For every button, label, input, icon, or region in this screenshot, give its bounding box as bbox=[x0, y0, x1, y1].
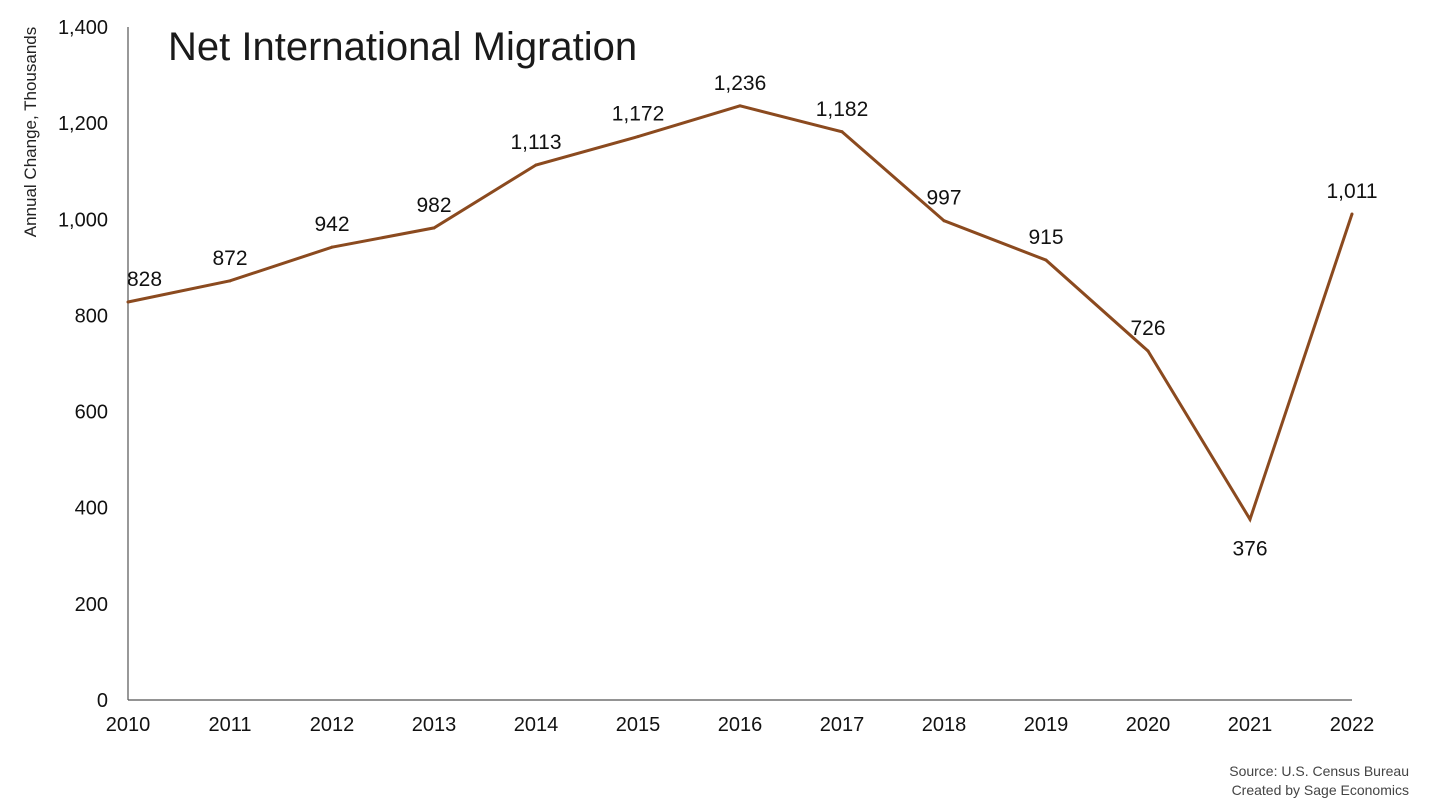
data-label: 1,172 bbox=[612, 103, 665, 126]
data-label: 982 bbox=[416, 194, 451, 217]
data-point bbox=[126, 300, 130, 304]
data-point bbox=[228, 279, 232, 283]
data-label: 1,236 bbox=[714, 72, 767, 95]
y-tick-label: 0 bbox=[97, 690, 108, 712]
y-tick-label: 200 bbox=[75, 594, 108, 616]
y-tick-label: 1,400 bbox=[58, 17, 108, 39]
data-point bbox=[738, 104, 742, 108]
data-label: 872 bbox=[212, 247, 247, 270]
y-tick-label: 400 bbox=[75, 498, 108, 520]
data-point bbox=[1044, 258, 1048, 262]
axes bbox=[127, 27, 1352, 701]
data-point bbox=[942, 219, 946, 223]
x-tick-label: 2011 bbox=[208, 714, 251, 736]
data-point bbox=[330, 245, 334, 249]
credit-note: Created by Sage Economics bbox=[1232, 782, 1409, 798]
data-point bbox=[1146, 349, 1150, 353]
data-label: 1,113 bbox=[511, 131, 562, 154]
x-tick-label: 2012 bbox=[310, 714, 355, 736]
x-tick-label: 2019 bbox=[1024, 714, 1069, 736]
source-note: Source: U.S. Census Bureau bbox=[1229, 763, 1409, 779]
data-label: 828 bbox=[127, 268, 162, 291]
data-label: 1,011 bbox=[1327, 180, 1378, 203]
data-label: 1,182 bbox=[816, 98, 869, 121]
x-tick-label: 2016 bbox=[718, 714, 763, 736]
data-label: 997 bbox=[926, 187, 961, 210]
y-tick-label: 1,200 bbox=[58, 113, 108, 135]
data-label: 942 bbox=[314, 213, 349, 236]
y-tick-label: 600 bbox=[75, 402, 108, 424]
x-tick-label: 2013 bbox=[412, 714, 457, 736]
data-point bbox=[840, 130, 844, 134]
data-point bbox=[1350, 212, 1354, 216]
data-label: 915 bbox=[1028, 226, 1063, 249]
series-line bbox=[127, 104, 1354, 523]
x-tick-label: 2014 bbox=[514, 714, 559, 736]
data-labels: 828 872 942 982 1,113 1,172 1,236 1,182 997 915 72… bbox=[127, 72, 1378, 560]
x-tick-label: 2017 bbox=[820, 714, 865, 736]
chart-title: Net International Migration bbox=[168, 25, 637, 69]
y-tick-label: 800 bbox=[75, 305, 108, 327]
x-tick-label: 2021 bbox=[1228, 714, 1273, 736]
data-label: 726 bbox=[1130, 317, 1165, 340]
y-axis-label: Annual Change, Thousands bbox=[21, 27, 40, 237]
data-point bbox=[534, 163, 538, 167]
x-tick-label: 2020 bbox=[1126, 714, 1171, 736]
series-layer bbox=[126, 104, 1354, 523]
x-tick-labels: 2010 2011 2012 2013 2014 2015 2016 2017 2018 2019… bbox=[106, 714, 1375, 736]
y-tick-labels: 0 200 400 600 800 1,000 1,200 1,400 bbox=[58, 17, 108, 712]
data-point bbox=[636, 135, 640, 139]
x-tick-label: 2018 bbox=[922, 714, 967, 736]
x-tick-label: 2010 bbox=[106, 714, 151, 736]
y-tick-label: 1,000 bbox=[58, 209, 108, 231]
x-tick-label: 2022 bbox=[1330, 714, 1375, 736]
x-tick-label: 2015 bbox=[616, 714, 661, 736]
data-point bbox=[1248, 517, 1252, 521]
data-label: 376 bbox=[1232, 537, 1267, 560]
data-point bbox=[432, 226, 436, 230]
